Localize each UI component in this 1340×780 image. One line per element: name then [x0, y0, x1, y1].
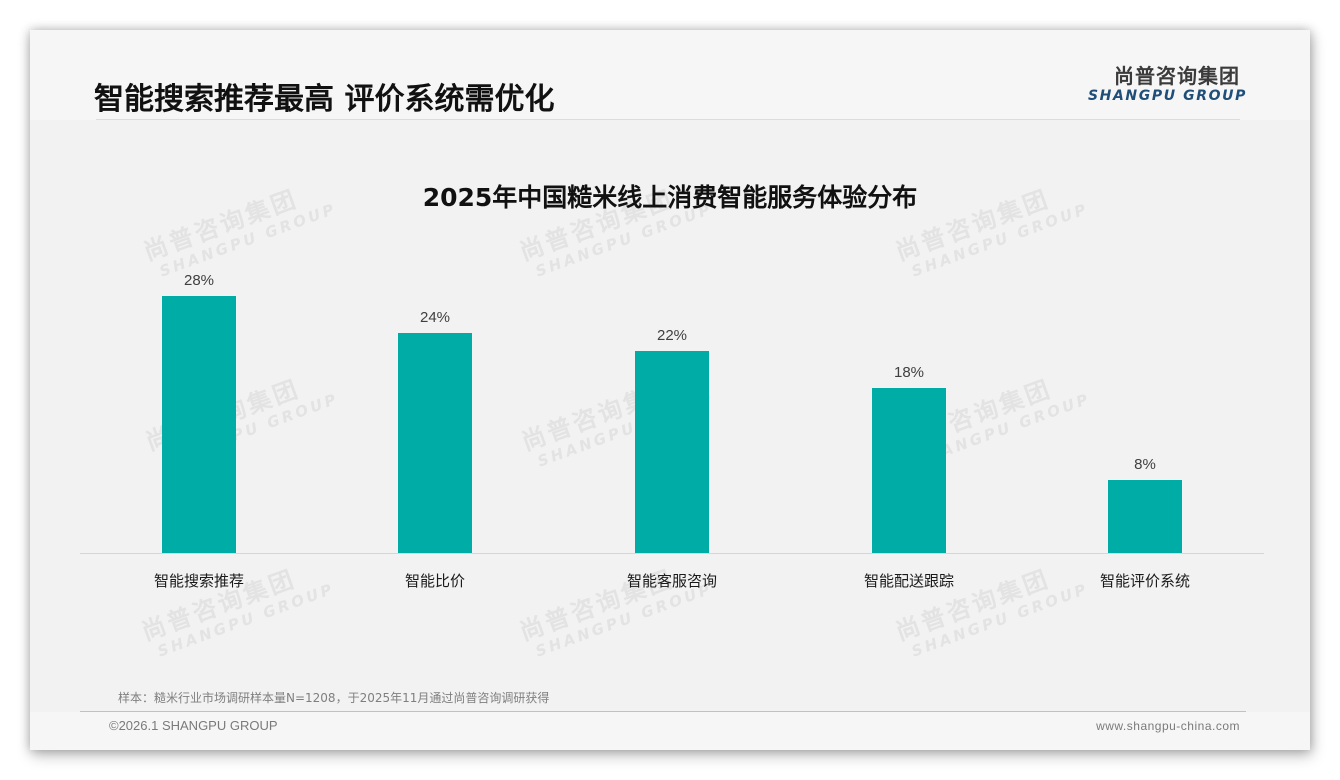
- logo-cn-text: 尚普咨询集团: [1114, 64, 1240, 88]
- bar-value-label: 28%: [183, 272, 215, 289]
- footer-divider: [80, 711, 1246, 712]
- page-title: 智能搜索推荐最高 评价系统需优化: [94, 82, 555, 117]
- bar-value-label: 8%: [1134, 456, 1156, 473]
- copyright-text: ©2026.1 SHANGPU GROUP: [109, 718, 278, 733]
- chart-title: 2025年中国糙米线上消费智能服务体验分布: [422, 183, 918, 212]
- bar: [162, 296, 236, 553]
- logo-en-text: SHANGPU GROUP: [1088, 88, 1247, 104]
- company-logo: 尚普咨询集团 SHANGPU GROUP: [1088, 64, 1247, 104]
- bar: [872, 388, 946, 553]
- bar-value-label: 24%: [419, 309, 451, 326]
- header-divider: [96, 119, 1240, 120]
- bar: [635, 351, 709, 553]
- x-axis-line: [80, 553, 1264, 554]
- bar: [1108, 480, 1182, 553]
- footer-band: [30, 712, 1310, 750]
- category-label: 智能配送跟踪: [863, 572, 954, 590]
- header-band: [30, 30, 1310, 120]
- category-label: 智能搜索推荐: [153, 572, 244, 590]
- slide: 智能搜索推荐最高 评价系统需优化 尚普咨询集团 SHANGPU GROUP 尚普…: [30, 30, 1310, 750]
- category-label: 智能比价: [404, 572, 465, 590]
- bar-value-label: 18%: [893, 364, 925, 381]
- website-link[interactable]: www.shangpu-china.com: [1096, 719, 1240, 733]
- category-label: 智能评价系统: [1099, 572, 1190, 590]
- source-note: 样本：糙米行业市场调研样本量N=1208，于2025年11月通过尚普咨询调研获得: [118, 691, 550, 705]
- category-label: 智能客服咨询: [626, 572, 717, 590]
- bar-value-label: 22%: [656, 327, 688, 344]
- bar-chart: 28% 智能搜索推荐 24% 智能比价 22% 智能客服咨询 18% 智能配送跟踪 8% 智能评价…: [30, 30, 1310, 750]
- bar: [398, 333, 472, 553]
